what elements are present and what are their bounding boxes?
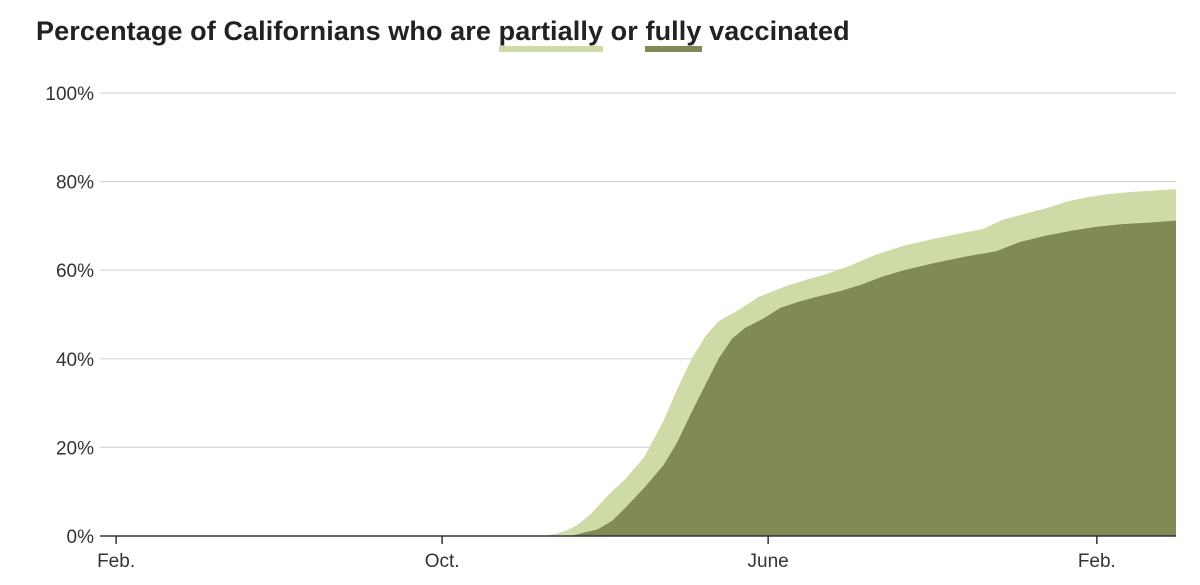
legend-partially: partially	[498, 17, 604, 53]
y-tick-label: 20%	[56, 438, 94, 459]
y-tick-label: 80%	[56, 173, 94, 194]
x-axis-labels: Feb. Oct. June Feb.	[97, 551, 1116, 572]
x-axis	[100, 535, 1176, 544]
x-tick-label: Feb.	[97, 551, 135, 572]
area-series	[100, 189, 1176, 536]
legend-fully: fully	[645, 17, 702, 53]
y-tick-label: 40%	[56, 350, 94, 371]
title-suffix: vaccinated	[701, 16, 850, 46]
x-tick-label: Oct.	[425, 551, 460, 572]
area-fully	[100, 220, 1176, 536]
title-middle: or	[603, 16, 646, 46]
x-tick-label: Feb.	[1078, 551, 1116, 572]
y-tick-label: 60%	[56, 261, 94, 282]
y-tick-label: 100%	[45, 84, 94, 105]
chart-title: Percentage of Californians who are parti…	[36, 16, 850, 53]
title-prefix: Percentage of Californians who are	[36, 16, 499, 46]
y-tick-label: 0%	[67, 527, 95, 548]
y-axis-labels: 0% 20% 40% 60% 80% 100%	[45, 84, 94, 548]
x-tick-label: June	[748, 551, 789, 572]
